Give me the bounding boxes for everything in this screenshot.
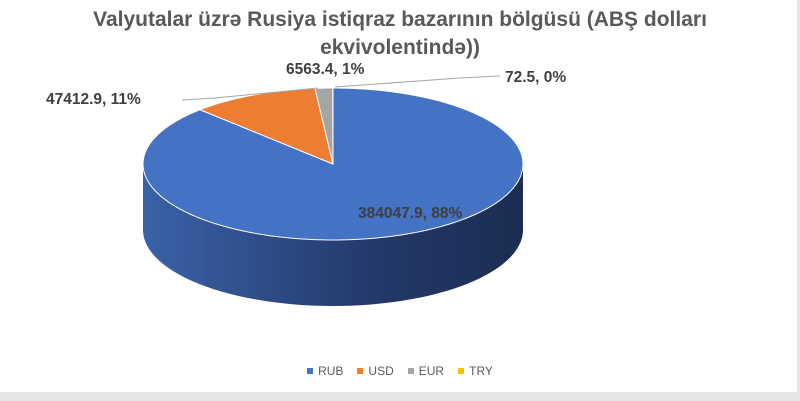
legend: RUB USD EUR TRY — [0, 364, 800, 378]
right-border — [797, 0, 800, 401]
chart-title-line2: ekvivolentində)) — [320, 36, 480, 59]
data-label-usd: 47412.9, 11% — [46, 91, 141, 108]
pie-slice-usd — [198, 87, 334, 165]
legend-swatch — [307, 368, 314, 374]
bottom-border — [0, 392, 800, 401]
pie-side-rub — [143, 164, 523, 306]
chart-title-line1: Valyutalar üzrə Rusiya istiqraz bazarını… — [93, 8, 707, 31]
legend-swatch — [357, 368, 364, 374]
legend-item-eur: EUR — [407, 364, 445, 378]
legend-label: EUR — [418, 364, 445, 378]
data-label-try: 72.5, 0% — [505, 69, 566, 86]
leader-line-try — [334, 75, 501, 88]
data-label-rub: 384047.9, 88% — [358, 205, 463, 222]
legend-item-rub: RUB — [307, 364, 343, 378]
legend-item-usd: USD — [357, 364, 394, 378]
data-label-eur: 6563.4, 1% — [286, 61, 365, 78]
legend-swatch — [407, 368, 414, 374]
legend-item-try: TRY — [458, 364, 493, 378]
legend-label: RUB — [318, 364, 344, 378]
legend-label: TRY — [469, 364, 493, 378]
legend-swatch — [458, 368, 465, 374]
leader-line-usd — [181, 87, 319, 101]
legend-label: USD — [368, 364, 394, 378]
